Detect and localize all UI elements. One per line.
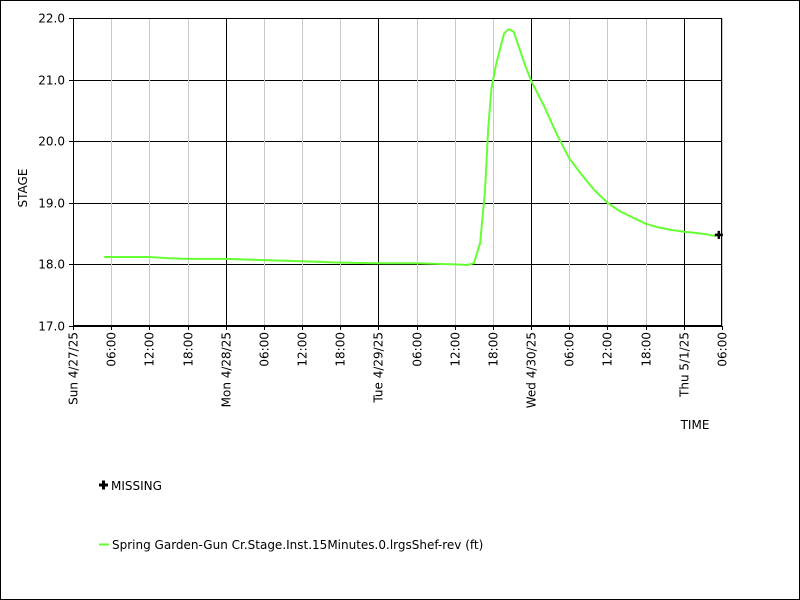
y-axis-title: STAGE [16, 169, 30, 208]
plot-border [73, 18, 722, 326]
legend-label-missing: MISSING [111, 479, 162, 493]
x-tick-label: 12:00 [601, 332, 615, 367]
plot-area [73, 18, 722, 326]
x-tick-label: Thu 5/1/25 [678, 332, 692, 398]
y-tick-label: 18.0 [38, 258, 65, 272]
y-tick-label: 21.0 [38, 74, 65, 88]
x-tick-label: 06:00 [258, 332, 272, 367]
x-tick-label: 18:00 [182, 332, 196, 367]
x-tick-label: 18:00 [334, 332, 348, 367]
x-tick-label: Mon 4/28/25 [220, 332, 234, 407]
y-tick-label: 22.0 [38, 12, 65, 26]
y-tick-label: 17.0 [38, 320, 65, 334]
x-tick-label: 06:00 [411, 332, 425, 367]
x-tick-label: 18:00 [487, 332, 501, 367]
legend-item-missing: MISSING [99, 479, 162, 493]
x-tick-label: Tue 4/29/25 [372, 332, 386, 404]
x-tick-label: Wed 4/30/25 [525, 332, 539, 408]
x-tick-label: 06:00 [716, 332, 730, 367]
x-tick-label: 06:00 [105, 332, 119, 367]
x-tick-label: 06:00 [563, 332, 577, 367]
x-axis-title: TIME [680, 418, 710, 432]
y-tick-label: 20.0 [38, 135, 65, 149]
y-tick-label: 19.0 [38, 197, 65, 211]
series-line [103, 28, 717, 266]
x-tick-label: 18:00 [640, 332, 654, 367]
axis-ticks: 17.0 18.0 19.0 20.0 21.0 22.0 Sun 4/27/25 06:00… [38, 12, 729, 409]
x-tick-label: 12:00 [296, 332, 310, 367]
x-tick-label: 12:00 [143, 332, 157, 367]
x-tick-label: 12:00 [449, 332, 463, 367]
legend: MISSING Spring Garden-Gun Cr.Stage.Inst.… [99, 479, 483, 552]
plus-icon [99, 480, 108, 490]
legend-label-series: Spring Garden-Gun Cr.Stage.Inst.15Minute… [112, 538, 483, 552]
legend-item-series: Spring Garden-Gun Cr.Stage.Inst.15Minute… [99, 538, 483, 552]
x-tick-label: Sun 4/27/25 [67, 332, 81, 405]
